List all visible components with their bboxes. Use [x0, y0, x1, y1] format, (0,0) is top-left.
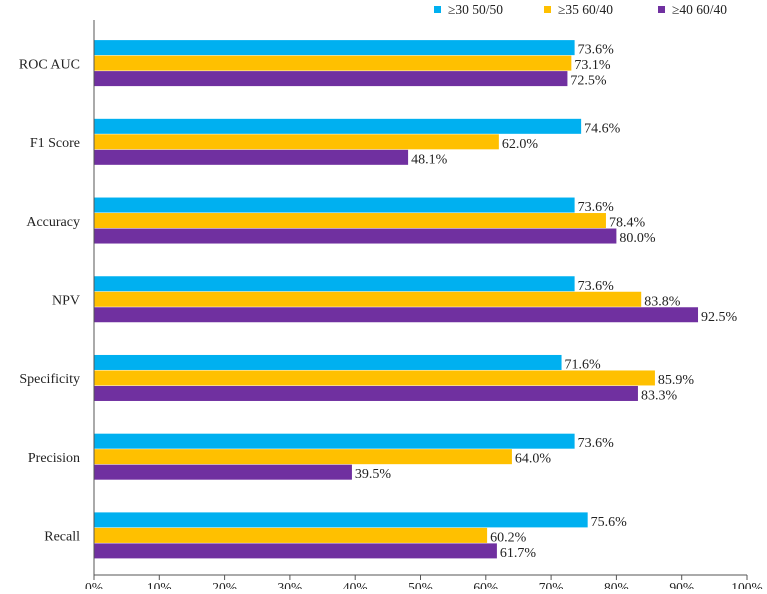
legend-label: ≥30 50/50 — [448, 2, 503, 17]
data-label: 60.2% — [490, 530, 526, 545]
x-tick-label: 20% — [212, 580, 237, 589]
bar — [94, 276, 575, 292]
data-label: 61.7% — [500, 546, 537, 561]
x-tick-label: 90% — [669, 580, 694, 589]
bar — [94, 543, 497, 559]
data-label: 62.0% — [502, 137, 539, 152]
category-label: Recall — [44, 530, 80, 545]
x-tick-label: 70% — [539, 580, 564, 589]
data-label: 74.6% — [584, 121, 621, 136]
x-tick-label: 10% — [147, 580, 172, 589]
data-label: 80.0% — [619, 231, 656, 246]
data-label: 75.6% — [591, 515, 628, 530]
x-tick-label: 40% — [343, 580, 368, 589]
bar — [94, 527, 488, 543]
bar — [94, 512, 588, 528]
data-label: 73.6% — [578, 43, 615, 58]
legend-label: ≥40 60/40 — [672, 2, 727, 17]
bar — [94, 464, 352, 480]
data-label: 73.6% — [578, 279, 615, 294]
data-label: 73.6% — [578, 200, 615, 215]
data-label: 71.6% — [565, 357, 602, 372]
bar — [94, 354, 562, 370]
category-label: ROC AUC — [19, 57, 80, 72]
bar — [94, 370, 655, 386]
bar — [94, 197, 575, 213]
x-tick-label: 50% — [408, 580, 433, 589]
data-label: 92.5% — [701, 310, 738, 325]
data-label: 73.1% — [574, 58, 611, 73]
legend: ≥30 50/50 ≥35 60/40 ≥40 60/40 — [434, 2, 727, 17]
bar — [94, 433, 575, 449]
legend-swatch — [544, 6, 551, 13]
x-tick-label: 0% — [85, 580, 103, 589]
category-label: NPV — [52, 294, 80, 309]
bar — [94, 449, 512, 465]
legend-swatch — [434, 6, 441, 13]
category-label: F1 Score — [30, 136, 80, 151]
bar — [94, 55, 572, 71]
category-label: Specificity — [19, 372, 80, 387]
data-label: 39.5% — [355, 467, 392, 482]
bars: 73.6%73.1%72.5%74.6%62.0%48.1%73.6%78.4%… — [94, 40, 738, 561]
bar — [94, 134, 499, 150]
data-label: 72.5% — [570, 74, 607, 89]
bar — [94, 40, 575, 56]
bar — [94, 149, 409, 165]
bar — [94, 71, 568, 87]
category-label: Precision — [28, 451, 80, 466]
data-label: 64.0% — [515, 452, 552, 467]
data-label: 83.3% — [641, 388, 678, 403]
data-label: 85.9% — [658, 373, 695, 388]
bar — [94, 385, 638, 401]
bar — [94, 291, 642, 307]
axes: ROC AUC F1 Score Accuracy NPV Specificity Pre… — [19, 20, 763, 594]
legend-label: ≥35 60/40 — [558, 2, 613, 17]
bar — [94, 307, 699, 323]
data-label: 83.8% — [644, 294, 681, 309]
bar — [94, 213, 606, 229]
x-tick-label: 30% — [278, 580, 303, 589]
category-label: Accuracy — [26, 215, 80, 230]
data-label: 73.6% — [578, 436, 615, 451]
x-tick-label: 100% — [731, 580, 763, 589]
bar — [94, 228, 617, 244]
bar — [94, 118, 582, 134]
x-tick-label: 80% — [604, 580, 629, 589]
data-label: 48.1% — [411, 152, 448, 167]
x-tick-label: 60% — [473, 580, 498, 589]
legend-swatch — [658, 6, 665, 13]
data-label: 78.4% — [609, 216, 646, 231]
